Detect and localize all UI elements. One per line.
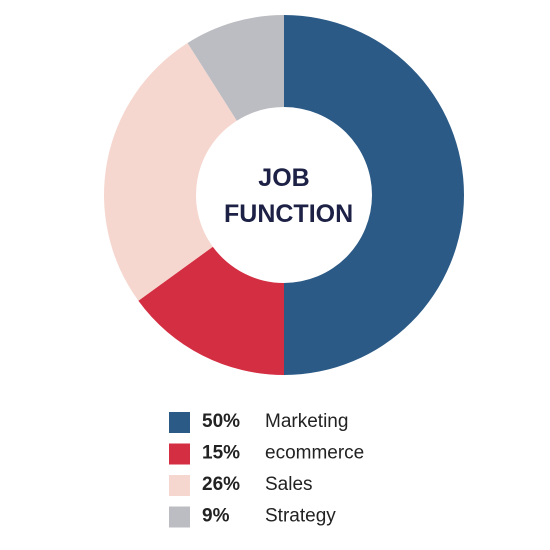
slice <box>284 15 464 375</box>
slice <box>187 15 284 121</box>
legend-label: Marketing <box>265 411 348 432</box>
slice <box>138 246 284 375</box>
value-label: 9% <box>202 506 230 527</box>
value-label: 26% <box>202 474 240 495</box>
legend-swatch <box>169 443 190 465</box>
legend-swatch <box>169 475 190 496</box>
legend-label: Strategy <box>265 506 336 527</box>
legend-label: ecommerce <box>265 443 364 464</box>
legend-label: Sales <box>265 474 313 495</box>
value-label: 50% <box>202 411 240 432</box>
legend-swatch <box>169 412 190 433</box>
slice <box>104 43 237 301</box>
value-label: 15% <box>202 443 240 464</box>
chart-title: JOB FUNCTION <box>224 164 354 228</box>
legend-swatch <box>169 506 190 528</box>
